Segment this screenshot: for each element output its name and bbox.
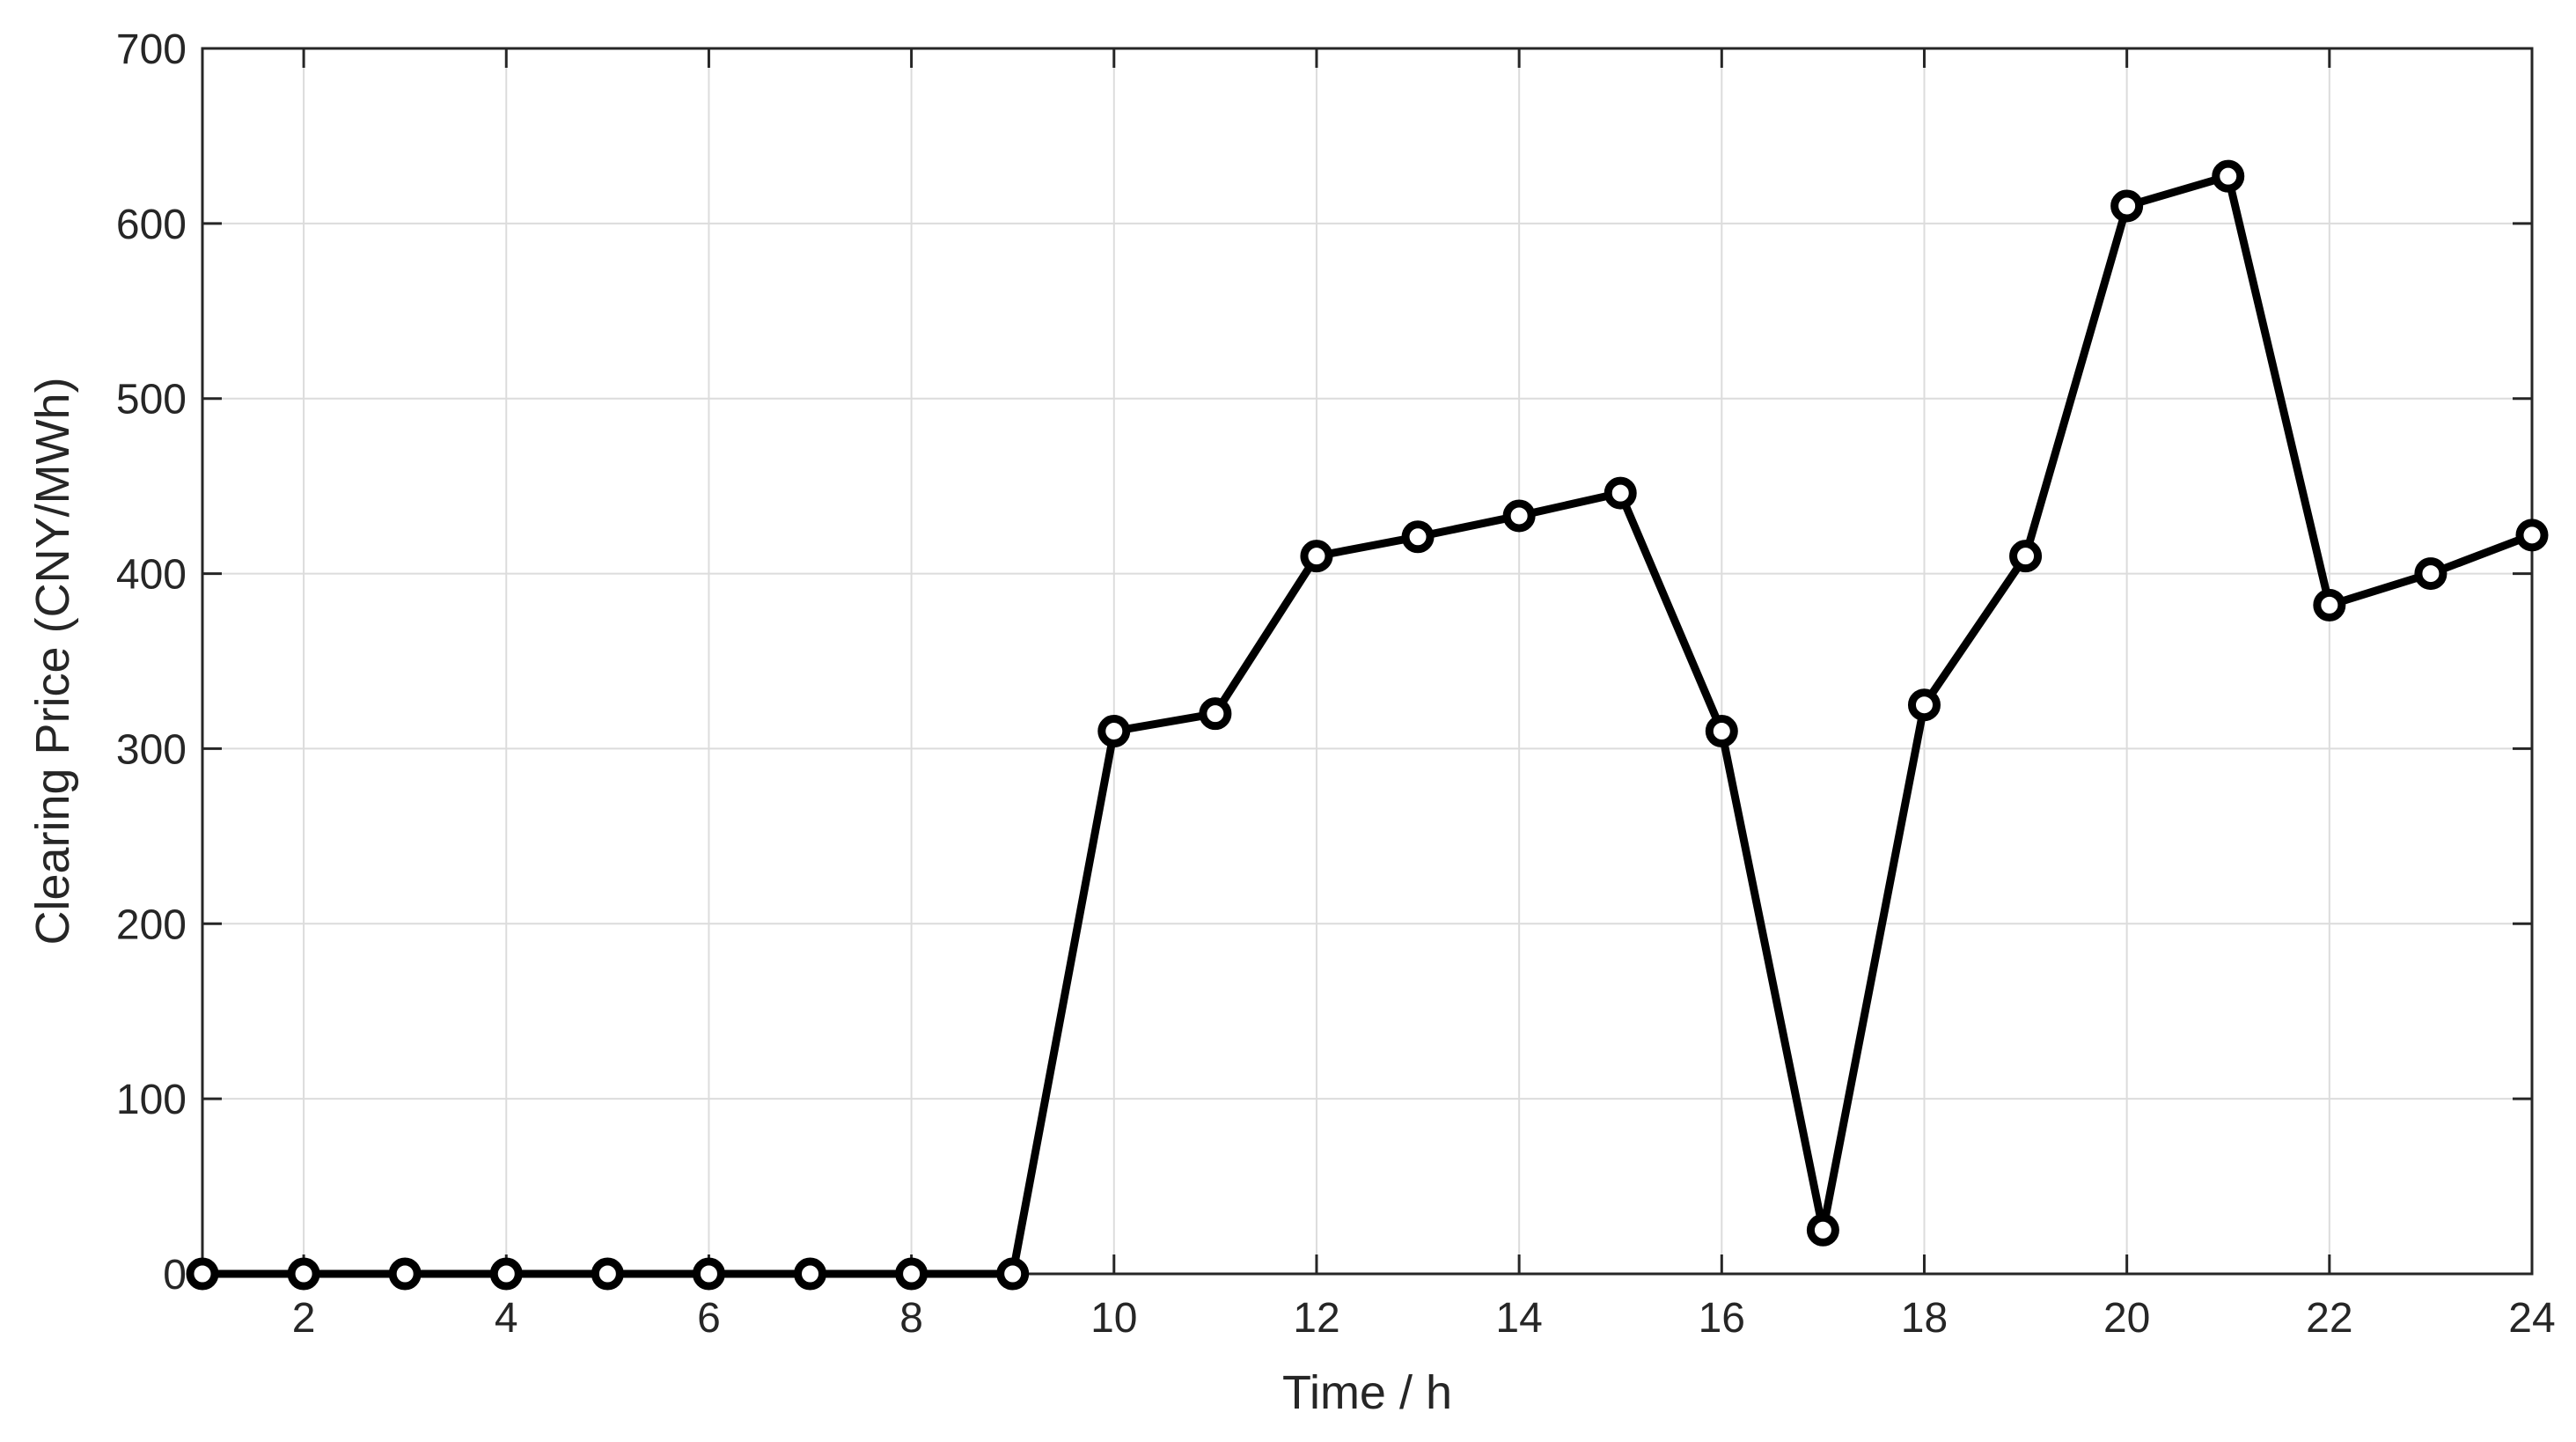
data-point <box>1604 476 1637 510</box>
x-tick-label: 4 <box>495 1295 518 1342</box>
x-axis-title: Time / h <box>1282 1366 1452 1419</box>
tick-labels: 2 4 6 8 10 12 14 16 18 20 22 2401002003004005006007… <box>116 26 2556 1342</box>
data-point <box>692 1257 725 1291</box>
grid <box>202 48 2533 1275</box>
x-tick-label: 16 <box>1699 1295 1745 1342</box>
x-tick-label: 12 <box>1293 1295 1339 1342</box>
data-point <box>489 1257 523 1291</box>
data-point <box>388 1257 422 1291</box>
data-point <box>186 1257 219 1291</box>
x-tick-label: 22 <box>2306 1295 2352 1342</box>
data-point <box>1907 688 1941 722</box>
series <box>186 159 2549 1291</box>
data-point <box>2009 540 2043 573</box>
axes-box <box>201 47 2534 1276</box>
x-tick-label: 2 <box>292 1295 316 1342</box>
series-line <box>202 172 2534 1278</box>
x-tick-label: 8 <box>899 1295 923 1342</box>
data-point <box>1097 715 1131 748</box>
data-point <box>794 1257 827 1291</box>
y-tick-label: 200 <box>116 901 187 948</box>
x-tick-label: 18 <box>1901 1295 1948 1342</box>
data-point <box>1300 540 1333 573</box>
x-tick-label: 24 <box>2508 1295 2555 1342</box>
data-point <box>1502 499 1536 533</box>
data-point <box>287 1257 320 1291</box>
data-point <box>2515 519 2549 552</box>
y-tick-label: 600 <box>116 202 187 248</box>
y-tick-label: 100 <box>116 1077 187 1123</box>
y-axis-title: Clearing Price (CNY/MWh) <box>26 377 79 945</box>
data-point <box>2110 189 2144 223</box>
x-tick-label: 20 <box>2103 1295 2150 1342</box>
y-tick-label: 500 <box>116 377 187 423</box>
data-point <box>895 1257 928 1291</box>
data-point <box>2414 557 2448 591</box>
data-point <box>996 1257 1030 1291</box>
data-point <box>2313 588 2346 622</box>
data-point <box>591 1257 624 1291</box>
y-tick-label: 0 <box>163 1252 187 1299</box>
y-tick-label: 700 <box>116 26 187 73</box>
y-tick-label: 300 <box>116 726 187 773</box>
data-point <box>1401 520 1435 554</box>
y-tick-label: 400 <box>116 552 187 599</box>
data-point <box>1705 715 1738 748</box>
x-tick-label: 14 <box>1495 1295 1542 1342</box>
axes <box>201 47 2534 1276</box>
data-point <box>1199 697 1232 731</box>
data-point <box>2212 159 2245 193</box>
data-point <box>1806 1213 1839 1247</box>
x-tick-label: 6 <box>697 1295 721 1342</box>
x-tick-label: 10 <box>1090 1295 1137 1342</box>
